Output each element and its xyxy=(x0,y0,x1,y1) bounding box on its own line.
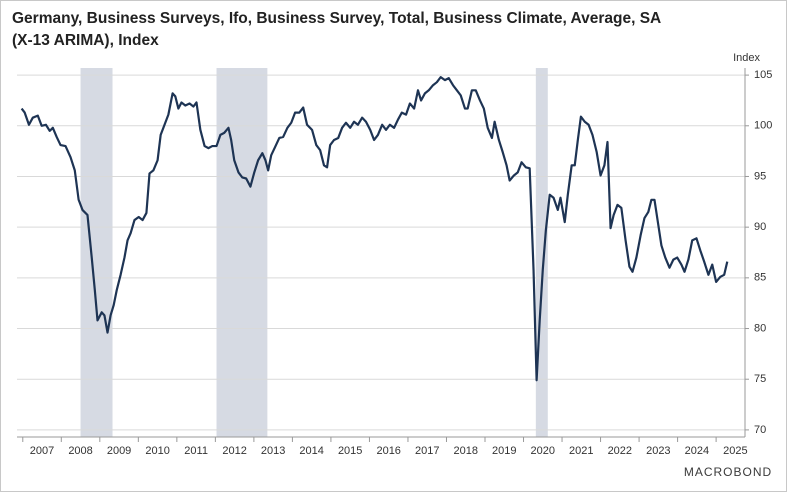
shaded-period xyxy=(216,68,268,437)
x-tick-label: 2009 xyxy=(107,445,131,457)
x-tick-label: 2024 xyxy=(685,445,709,457)
x-tick-label: 2011 xyxy=(184,445,208,457)
x-tick-label: 2018 xyxy=(453,445,477,457)
y-tick-label: 80 xyxy=(754,322,766,334)
y-tick-label: 85 xyxy=(754,272,766,284)
x-tick-label: 2010 xyxy=(145,445,169,457)
x-tick-label: 2025 xyxy=(723,445,747,457)
x-tick-label: 2020 xyxy=(531,445,555,457)
x-tick-label: 2013 xyxy=(261,445,285,457)
x-tick-label: 2014 xyxy=(299,445,323,457)
x-tick-label: 2023 xyxy=(646,445,670,457)
y-tick-label: 70 xyxy=(754,424,766,436)
x-tick-label: 2008 xyxy=(68,445,92,457)
y-tick-label: 100 xyxy=(754,120,772,132)
y-axis-label: Index xyxy=(733,52,760,64)
chart-title: Germany, Business Surveys, Ifo, Business… xyxy=(12,10,661,27)
x-tick-label: 2016 xyxy=(376,445,400,457)
source: MACROBOND xyxy=(684,465,772,479)
x-tick-label: 2019 xyxy=(492,445,516,457)
y-tick-label: 75 xyxy=(754,373,766,385)
y-tick-label: 90 xyxy=(754,221,766,233)
x-tick-label: 2007 xyxy=(30,445,54,457)
chart-subtitle: (X-13 ARIMA), Index xyxy=(12,32,159,49)
series-line xyxy=(20,76,729,382)
x-tick-label: 2022 xyxy=(608,445,632,457)
shaded-period xyxy=(535,68,548,437)
y-tick-label: 105 xyxy=(754,69,772,81)
x-tick-label: 2015 xyxy=(338,445,362,457)
x-tick-label: 2021 xyxy=(569,445,593,457)
x-tick-label: 2017 xyxy=(415,445,439,457)
x-tick-label: 2012 xyxy=(222,445,246,457)
y-tick-label: 95 xyxy=(754,170,766,182)
shaded-period xyxy=(80,68,113,437)
